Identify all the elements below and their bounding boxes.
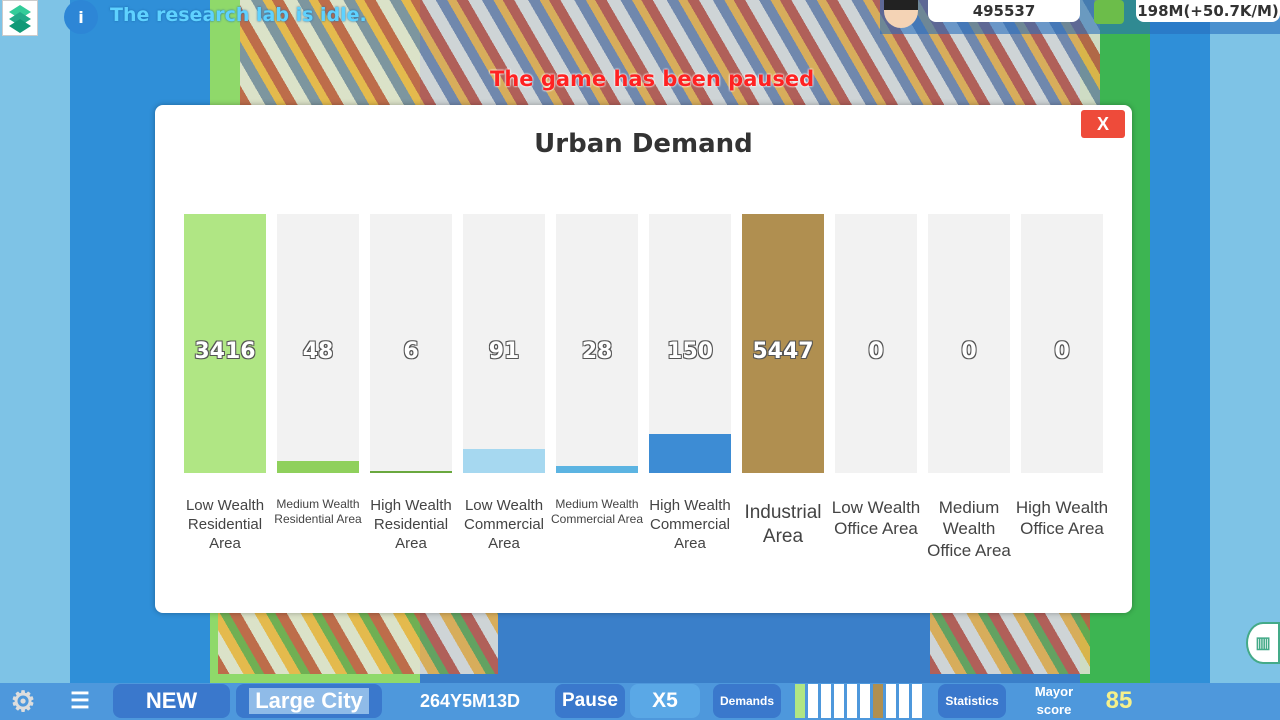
mayor-score-label: Mayor score <box>1034 683 1074 717</box>
mini-demand-bar <box>860 684 870 718</box>
mini-demand-bar <box>886 684 896 718</box>
demand-bar: 6 <box>370 214 452 473</box>
demand-value: 48 <box>302 339 334 364</box>
demand-bar-fill <box>184 214 266 473</box>
urban-demand-dialog: X Urban Demand 3416 Low Wealth Residentia… <box>155 105 1132 613</box>
mini-demand-bar <box>847 684 857 718</box>
demand-value: 3416 <box>194 339 256 364</box>
statistics-button[interactable]: Statistics <box>938 684 1006 718</box>
city-size-button[interactable]: Large City <box>236 684 382 718</box>
mayor-avatar-icon <box>884 0 918 28</box>
mini-demand-bar <box>873 684 883 718</box>
demand-bar: 48 <box>277 214 359 473</box>
demand-bar: 0 <box>1021 214 1103 473</box>
demand-bar-fill <box>370 471 452 473</box>
money-icon <box>1094 0 1124 24</box>
paused-message: The game has been paused <box>490 67 815 91</box>
city-size-label: Large City <box>249 688 369 714</box>
money-display: 198M(+50.7K/M) <box>1136 0 1280 22</box>
close-button[interactable]: X <box>1081 110 1125 138</box>
demand-bar: 91 <box>463 214 545 473</box>
demand-bar: 5447 <box>742 214 824 473</box>
demand-value: 150 <box>667 339 713 364</box>
demand-value: 6 <box>403 339 419 364</box>
demand-bar: 0 <box>928 214 1010 473</box>
city-buildings <box>218 612 498 674</box>
demand-bar-fill <box>742 214 824 473</box>
demand-value: 28 <box>581 339 613 364</box>
demand-category-label: High Wealth Commercial Area <box>649 497 731 552</box>
layers-icon[interactable] <box>2 0 38 36</box>
demand-bar-fill <box>556 465 638 473</box>
research-status: The research lab is idle. <box>110 4 367 26</box>
menu-list-icon[interactable]: ☰ <box>70 688 90 713</box>
demand-value: 5447 <box>752 339 814 364</box>
mini-demand-bar <box>912 684 922 718</box>
new-button[interactable]: NEW <box>113 684 230 718</box>
city-buildings <box>930 612 1090 674</box>
pause-button[interactable]: Pause <box>555 684 625 718</box>
demand-category-label: Medium Wealth Commercial Area <box>550 497 644 526</box>
demand-value: 0 <box>961 339 977 364</box>
demand-bar: 0 <box>835 214 917 473</box>
demand-bar-fill <box>463 449 545 473</box>
demands-button[interactable]: Demands <box>713 684 781 718</box>
speed-button[interactable]: X5 <box>630 684 700 718</box>
demand-bar-fill <box>277 460 359 473</box>
mayor-score-value: 85 <box>1105 687 1133 714</box>
demand-bar: 3416 <box>184 214 266 473</box>
demand-value: 91 <box>488 339 520 364</box>
research-icon[interactable]: i <box>64 0 98 34</box>
demand-category-label: Low Wealth Commercial Area <box>463 497 544 552</box>
demand-category-label: Low Wealth Residential Area <box>185 497 265 552</box>
demand-category-label: Medium Wealth Residential Area <box>274 497 362 526</box>
mini-demand-bar <box>821 684 831 718</box>
demand-category-label: Medium Wealth Office Area <box>927 498 1011 560</box>
mini-demand-bar <box>899 684 909 718</box>
demand-value: 0 <box>868 339 884 364</box>
demand-category-label: High Wealth Office Area <box>1015 498 1109 539</box>
demand-value: 0 <box>1054 339 1070 364</box>
demand-bar: 28 <box>556 214 638 473</box>
demand-bar-fill <box>649 434 731 473</box>
demand-category-label: High Wealth Residential Area <box>370 497 452 552</box>
mini-demand-bar <box>795 684 805 718</box>
buildings-icon[interactable]: ▥ <box>1246 622 1280 664</box>
mini-demand-bar <box>834 684 844 718</box>
dialog-title: Urban Demand <box>534 129 753 159</box>
population-display: 495537 <box>928 0 1080 22</box>
demand-category-label: Industrial Area <box>744 502 822 547</box>
demand-category-label: Low Wealth Office Area <box>831 498 921 539</box>
demand-bar: 150 <box>649 214 731 473</box>
mini-demand-bar <box>808 684 818 718</box>
game-date: 264Y5M13D <box>419 690 521 711</box>
settings-gear-icon[interactable]: ⚙ <box>10 685 36 717</box>
